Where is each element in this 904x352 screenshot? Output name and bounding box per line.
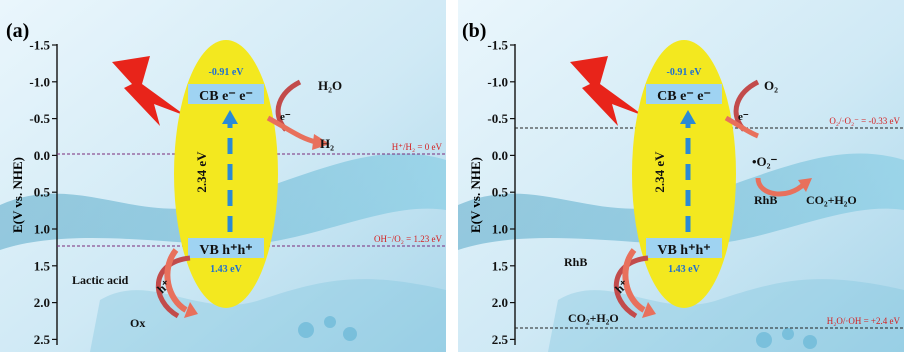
y-tick-label: -1.0 (487, 74, 508, 89)
y-tick-label: -1.0 (29, 74, 50, 89)
vb-potential: 1.43 eV (210, 264, 242, 275)
panel-label: (b) (462, 20, 486, 42)
y-tick-label: 0.5 (34, 185, 51, 200)
electron-arrow (266, 115, 317, 145)
cb-box (646, 84, 722, 104)
reactant-oxygen: O₂ (764, 78, 778, 93)
y-tick-label: -0.5 (487, 111, 508, 126)
electron-label: e⁻ (738, 111, 749, 123)
vb-potential: 1.43 eV (668, 264, 700, 275)
band-gap-value: 2.34 eV (652, 151, 667, 193)
lightning-icon (570, 56, 644, 126)
product-co2-h2o-bottom: CO₂+H₂O (568, 311, 619, 325)
y-tick-label: 0.5 (492, 185, 509, 200)
ref-label-o2: OH⁻/O₂ = 1.23 eV (374, 234, 442, 244)
ref-label-oh-radical: H₂O/·OH = +2.4 eV (827, 316, 901, 326)
y-ticks: -1.5 -1.0 -0.5 0.0 0.5 1.0 1.5 2.0 2.5 (29, 38, 57, 347)
product-co2-h2o-top: CO₂+H₂O (806, 193, 857, 207)
panel-a: -1.5 -1.0 -0.5 0.0 0.5 1.0 1.5 2.0 2.5 E(V vs. N… (0, 0, 446, 352)
ref-label-o2-radical: O₂/·O₂⁻ = -0.33 eV (829, 116, 900, 126)
reactant-rhb-bottom: RhB (564, 255, 587, 269)
y-tick-label: 2.5 (34, 332, 51, 347)
vb-box (188, 238, 264, 258)
bubble (782, 328, 794, 340)
water-wave (0, 153, 446, 250)
degradation-arrowhead (798, 178, 812, 192)
vb-label: VB h⁺h⁺ (199, 243, 252, 258)
cb-potential: -0.91 eV (667, 67, 703, 78)
y-tick-label: 0.0 (34, 148, 50, 163)
hole-arrow-outer (613, 255, 649, 319)
water-splash (90, 279, 446, 352)
cb-box (188, 84, 264, 104)
water-wave (458, 153, 904, 250)
bubble (324, 316, 336, 328)
y-tick-label: -1.5 (29, 38, 50, 53)
ref-label-h2: H⁺/H₂ = 0 eV (392, 142, 443, 152)
y-tick-label: -1.5 (487, 38, 508, 53)
band-gap-arrowhead (222, 110, 238, 124)
lightning-icon (112, 56, 186, 126)
vb-box (646, 238, 722, 258)
y-tick-label: 0.0 (492, 148, 508, 163)
water-splash (548, 279, 904, 352)
cb-label: CB e⁻ e⁻ (657, 89, 711, 104)
y-tick-label: 2.0 (492, 295, 508, 310)
reactant-rhb-top: RhB (754, 193, 777, 207)
cb-label: CB e⁻ e⁻ (199, 89, 253, 104)
band-gap-value: 2.34 eV (194, 151, 209, 193)
superoxide-radical: •O₂⁻ (752, 154, 778, 169)
y-tick-label: 1.0 (34, 222, 50, 237)
panel-label: (a) (6, 20, 29, 42)
bubble (756, 332, 772, 348)
y-tick-label: 1.0 (492, 222, 508, 237)
hole-arrowhead (184, 302, 198, 318)
band-gap-arrowhead (680, 110, 696, 124)
hole-arrow-outer (155, 255, 191, 319)
hole-arrow (164, 248, 188, 313)
vb-label: VB h⁺h⁺ (657, 243, 710, 258)
y-tick-label: 2.5 (492, 332, 509, 347)
reactant-water: H₂O (318, 78, 342, 93)
hole-arrow (622, 248, 646, 313)
y-tick-label: 2.0 (34, 295, 50, 310)
y-tick-label: -0.5 (29, 111, 50, 126)
reactant-lactic-acid: Lactic acid (72, 273, 129, 287)
electron-arrow (724, 115, 759, 139)
hole-arrowhead (642, 302, 656, 318)
bubble (803, 335, 817, 349)
electron-label: e⁻ (280, 111, 291, 123)
y-axis-label: E(V vs. NHE) (10, 157, 25, 233)
electron-arrowhead (312, 134, 330, 150)
product-h2: H₂ (320, 136, 334, 151)
bubble (298, 322, 314, 338)
y-ticks: -1.5 -1.0 -0.5 0.0 0.5 1.0 1.5 2.0 2.5 (487, 38, 515, 347)
y-tick-label: 1.5 (34, 258, 51, 273)
degradation-arrow (755, 177, 806, 197)
y-tick-label: 1.5 (492, 258, 509, 273)
panel-b: -1.5 -1.0 -0.5 0.0 0.5 1.0 1.5 2.0 2.5 E(V vs. N… (458, 0, 904, 352)
bubble (343, 327, 357, 341)
product-ox: Ox (130, 316, 145, 330)
y-axis-label: E(V vs. NHE) (468, 157, 483, 233)
cb-potential: -0.91 eV (209, 67, 245, 78)
